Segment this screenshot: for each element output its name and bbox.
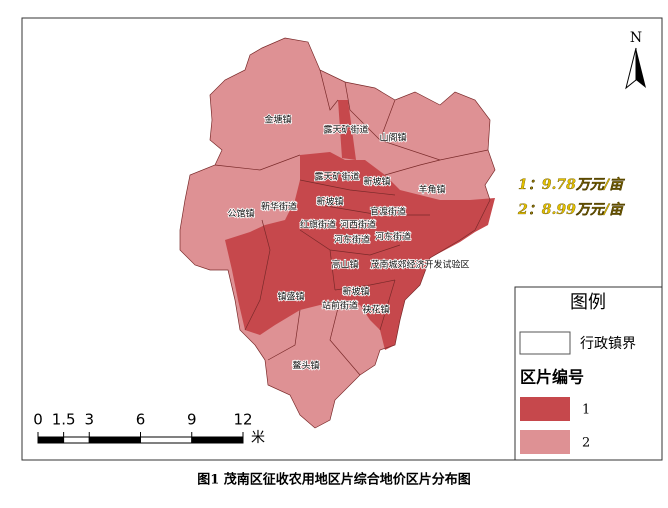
place-label: 官渡街道: [370, 206, 406, 218]
north-label: N: [630, 30, 642, 46]
place-label: 镇盛镇: [277, 291, 304, 303]
place-label: 河西街道: [340, 219, 376, 231]
scale-tick-label: 3: [84, 411, 94, 429]
place-label: 河东街道: [334, 234, 370, 246]
legend-title: 图例: [570, 292, 606, 313]
place-label: 山阁镇: [379, 132, 406, 144]
place-label: 站前街道: [322, 300, 358, 312]
legend-boundary-label: 行政镇界: [580, 336, 636, 352]
legend-zone-1-swatch: [520, 397, 570, 421]
price-note: 1：9.78万元/亩: [518, 176, 625, 193]
place-label: 新坡镇: [316, 196, 343, 208]
place-label: 露天矿街道: [314, 171, 359, 183]
place-label: 新坡镇: [363, 176, 390, 188]
place-label: 公馆镇: [227, 208, 254, 220]
place-label: 河东街道: [375, 231, 411, 243]
place-label: 袂花镇: [362, 304, 389, 316]
legend-boundary-swatch: [519, 331, 571, 355]
place-label: 新华街道: [261, 201, 297, 213]
scale-tick-label: 12: [233, 411, 252, 429]
place-label: 金塘镇: [264, 114, 291, 126]
scale-segment: [63, 436, 90, 444]
place-label: 露天矿街道: [323, 124, 368, 136]
scale-segment: [88, 436, 141, 444]
place-label: 新坡镇: [342, 286, 369, 298]
legend-zone-title: 区片编号: [520, 368, 584, 387]
scale-segment: [191, 436, 244, 444]
scale-segment: [140, 436, 193, 444]
scale-tick-label: 1.5: [52, 411, 76, 429]
scale-unit: 米: [251, 430, 265, 446]
scale-tick-label: 0: [33, 411, 43, 429]
figure-caption: 图1 茂南区征收农用地区片综合地价区片分布图: [197, 472, 471, 488]
place-label: 羊角镇: [418, 184, 445, 196]
scale-segment: [37, 436, 65, 444]
scale-tick-label: 6: [136, 411, 146, 429]
place-label: 红旗街道: [300, 219, 336, 231]
north-arrow: N: [625, 30, 646, 90]
zone-1-area: [225, 100, 495, 350]
place-label: 高山镇: [331, 259, 358, 271]
price-note: 2：8.99万元/亩: [517, 201, 625, 218]
place-label: 茂南城郊经济开发试验区: [370, 259, 469, 271]
place-label: 鳌头镇: [292, 360, 319, 372]
legend-zone-label: 2: [582, 436, 590, 451]
legend-zone-label: 1: [582, 403, 590, 418]
scale-tick-label: 9: [187, 411, 197, 429]
town-boundaries: [179, 37, 496, 429]
legend-zone-2-swatch: [520, 430, 570, 454]
